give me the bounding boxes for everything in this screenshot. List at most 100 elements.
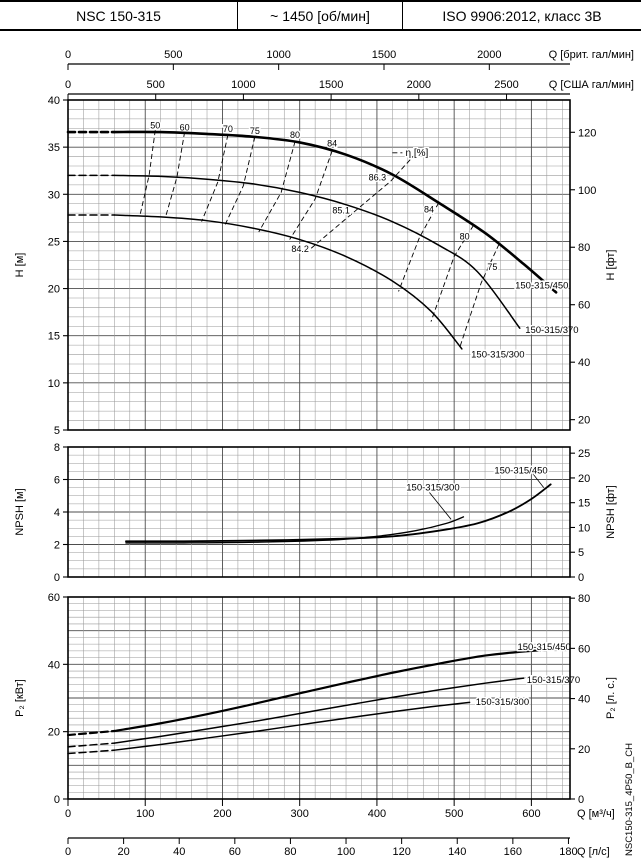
efficiency-label: 50: [150, 120, 160, 130]
x-axis-title: Q [США гал/мин]: [549, 79, 634, 91]
iso-standard: ISO 9906:2012, класс 3В: [442, 7, 602, 24]
curve-label: 150-315/370: [525, 325, 578, 336]
efficiency-line: [459, 244, 500, 349]
curve-dashed-150-315/450: [66, 729, 116, 737]
curve-label: 150-315/450: [517, 642, 570, 653]
y-tick-label: 20: [578, 473, 590, 485]
y-tick-label: 35: [48, 142, 60, 154]
y-tick-label: 20: [48, 727, 60, 739]
curve-label: 150-315/370: [527, 675, 580, 686]
y-tick-label: 80: [578, 593, 590, 605]
efficiency-label: 80: [460, 232, 470, 242]
chart-2: 150-315/450 150-315/370 150-315/300 0 20 40 60…: [14, 592, 617, 806]
x-tick-label: 500: [147, 79, 165, 91]
y-tick-label: 60: [48, 592, 60, 604]
curve-label: 150-315/300: [406, 483, 459, 494]
x-tick-label: 2000: [477, 49, 501, 61]
efficiency-line: [201, 134, 229, 222]
efficiency-label: 70: [223, 124, 233, 134]
x-tick-label: 140: [448, 846, 466, 858]
x-tick-label: 1500: [319, 79, 343, 91]
curve-label: 150-315/300: [471, 350, 524, 361]
y-tick-label: 0: [578, 572, 584, 584]
pump-model: NSC 150-315: [76, 7, 161, 24]
curve-label: 150-315/450: [494, 466, 547, 477]
x-axis-title: Q [брит. гал/мин]: [549, 49, 634, 61]
curve-label: 150-315/450: [515, 281, 568, 292]
curve-150-315/450: [113, 649, 548, 733]
y-tick-label: 10: [48, 378, 60, 390]
efficiency-line: [139, 130, 156, 217]
y-tick-label: 0: [54, 794, 60, 806]
efficiency-line: [430, 225, 474, 322]
curve-150-315/300: [125, 516, 465, 544]
y-tick-label: 20: [48, 284, 60, 296]
x-tick-label: 1000: [231, 79, 255, 91]
y-tick-label: 60: [578, 300, 590, 312]
y-tick-label: 20: [578, 415, 590, 427]
document-code: NSC150-315_4P50_B_CH: [624, 743, 635, 856]
y-tick-label: 120: [578, 127, 596, 139]
y-tick-label: 15: [578, 498, 590, 510]
efficiency-line: [289, 150, 333, 240]
curve-150-315/300: [113, 701, 471, 751]
curve-150-315/370: [113, 677, 525, 744]
efficiency-label: 60: [180, 122, 190, 132]
curve-dashed-150-315/300: [67, 749, 116, 755]
x-tick-label: 80: [284, 846, 296, 858]
x-tick-label: 0: [65, 808, 71, 820]
y-tick-label: 10: [578, 522, 590, 534]
efficiency-label: 75: [250, 126, 260, 136]
y-tick-label: 20: [578, 744, 590, 756]
x-tick-label: 200: [213, 808, 231, 820]
y-axis-title-left: NPSH [м]: [14, 488, 26, 535]
x-tick-label: 500: [164, 49, 182, 61]
y-tick-label: 6: [54, 475, 60, 487]
y-tick-label: 30: [48, 189, 60, 201]
y-tick-label: 15: [48, 331, 60, 343]
x-tick-label: 100: [337, 846, 355, 858]
x-tick-label: 180: [559, 846, 577, 858]
efficiency-line: [164, 131, 186, 218]
x-axis-title: Q [л/с]: [577, 846, 610, 858]
x-tick-label: 40: [173, 846, 185, 858]
pump-speed: ~ 1450 [об/мин]: [237, 2, 403, 29]
y-tick-label: 0: [578, 794, 584, 806]
x-axis-title: Q [м³/ч]: [577, 808, 615, 820]
y-tick-label: 60: [578, 643, 590, 655]
x-tick-label: 1000: [266, 49, 290, 61]
y-axis-title-right: P₂ [л. с.]: [605, 677, 617, 719]
y-tick-label: 4: [54, 507, 60, 519]
y-tick-label: 100: [578, 185, 596, 197]
y-tick-label: 40: [48, 95, 60, 107]
curve-150-315/370: [113, 174, 521, 329]
x-tick-label: 300: [291, 808, 309, 820]
efficiency-label: 84: [327, 138, 337, 148]
header: NSC 150-315 ~ 1450 [об/мин] ISO 9906:201…: [0, 0, 641, 31]
efficiency-label: 75: [487, 262, 497, 272]
efficiency-line: [305, 153, 416, 254]
x-tick-label: 20: [117, 846, 129, 858]
x-tick-label: 500: [445, 808, 463, 820]
x-tick-label: 60: [229, 846, 241, 858]
y-axis-title-left: P₂ [кВт]: [14, 679, 26, 717]
efficiency-line: [224, 136, 256, 226]
y-tick-label: 5: [578, 547, 584, 559]
x-tick-label: 1500: [372, 49, 396, 61]
efficiency-label: 84.2: [291, 244, 309, 254]
y-tick-label: 8: [54, 442, 60, 454]
x-tick-label: 2500: [494, 79, 518, 91]
curve-dashed-150-315/370: [67, 742, 116, 748]
efficiency-line: [398, 202, 440, 292]
x-tick-label: 0: [65, 846, 71, 858]
chart-0: 50 60 70 75 80 84 86.3 85.1 84.2 84 80 75 η [%] 150-3…: [14, 95, 617, 437]
x-tick-label: 2000: [407, 79, 431, 91]
y-tick-label: 40: [578, 694, 590, 706]
curve-150-315/450: [125, 483, 552, 543]
y-tick-label: 2: [54, 540, 60, 552]
efficiency-label: 85.1: [332, 205, 350, 215]
x-tick-label: 0: [65, 49, 71, 61]
y-axis-title-right: NPSH [фт]: [605, 485, 617, 539]
